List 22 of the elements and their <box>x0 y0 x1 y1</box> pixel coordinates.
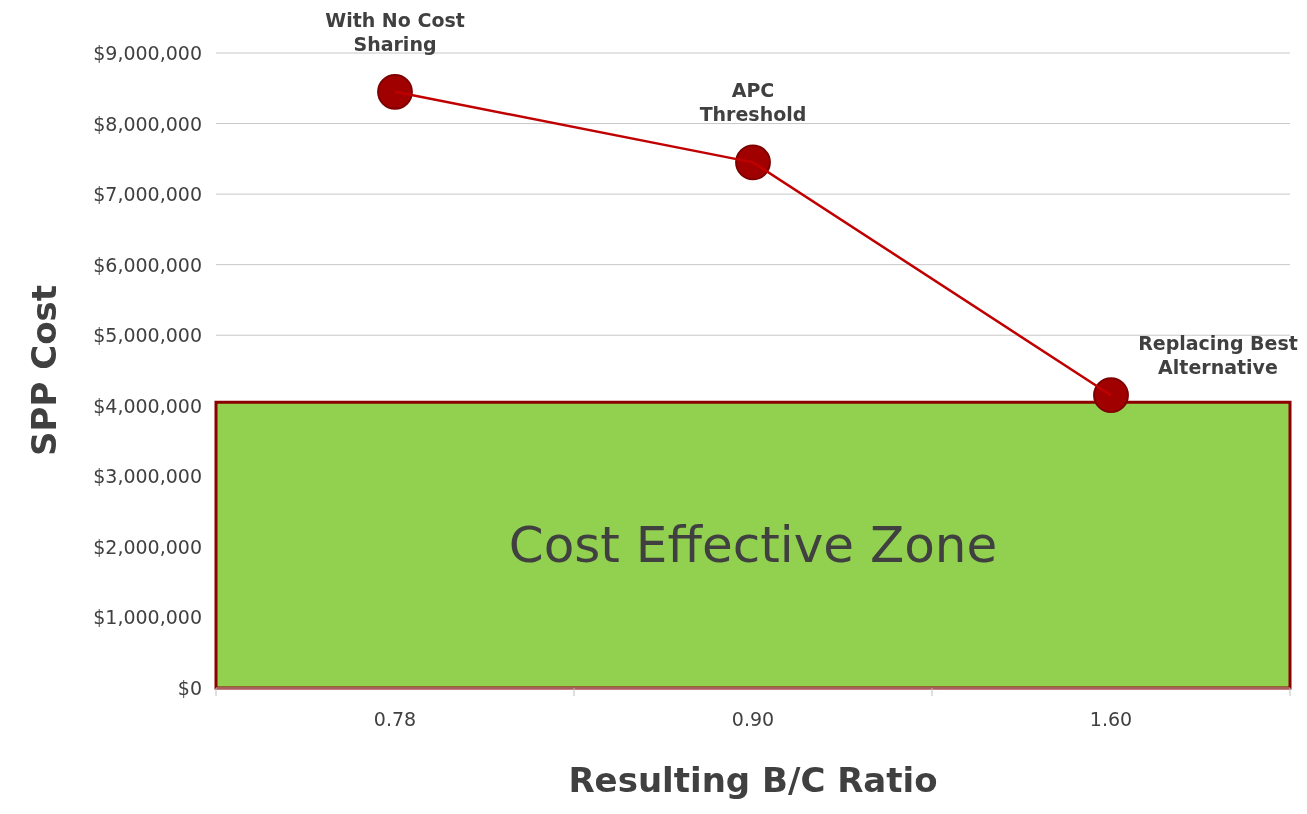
y-tick-label: $1,000,000 <box>93 606 202 629</box>
x-tick-label: 0.90 <box>731 708 775 730</box>
y-tick-label: $3,000,000 <box>93 465 202 488</box>
y-tick-label: $9,000,000 <box>93 42 202 64</box>
point <box>1093 377 1129 414</box>
annotation: With No Cost Sharing <box>325 8 465 55</box>
y-tick-label: $4,000,000 <box>93 394 202 417</box>
x-axis-title: Resulting B/C Ratio <box>568 760 938 800</box>
band-label: Cost Effective Zone <box>508 516 998 575</box>
y-tick-label: $6,000,000 <box>93 253 202 276</box>
point <box>377 73 413 110</box>
x-tick-label: 0.78 <box>373 708 417 730</box>
y-axis-title: SPP Cost <box>24 285 64 456</box>
y-tick-label: $2,000,000 <box>93 535 202 558</box>
y-tick-label: $5,000,000 <box>93 324 202 347</box>
annotation: APC Threshold <box>699 79 807 126</box>
x-tick-label: 1.60 <box>1089 708 1133 730</box>
point <box>735 144 771 181</box>
y-tick-label: $8,000,000 <box>93 112 202 135</box>
y-tick-label: $7,000,000 <box>93 183 202 206</box>
annotation: Replacing Best Alternative <box>1138 332 1298 379</box>
y-tick-label: $0 <box>177 677 202 699</box>
